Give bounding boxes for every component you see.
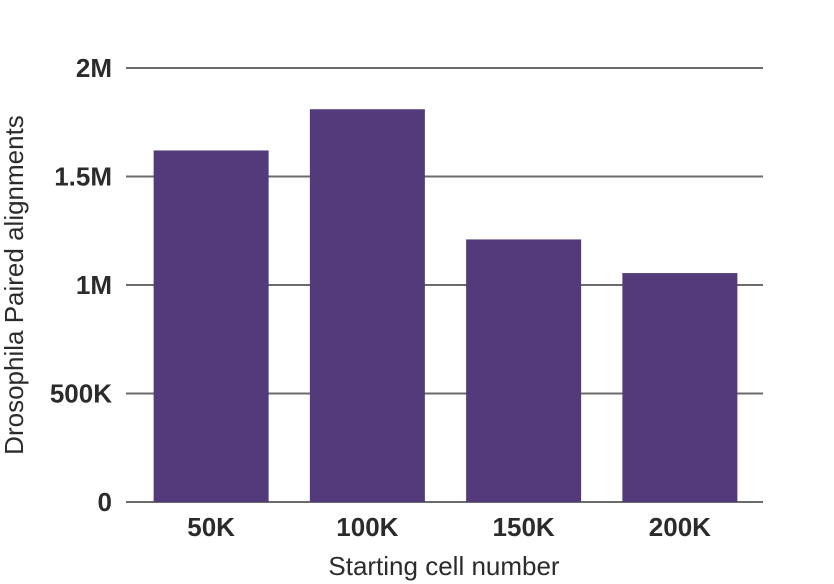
- x-tick-label: 50K: [187, 512, 235, 542]
- bar-100k: [309, 109, 425, 502]
- x-tick-label: 200K: [649, 512, 711, 542]
- x-tick-labels: 50K 100K 150K 200K: [187, 512, 711, 542]
- y-tick-labels: 0 500K 1M 1.5M 2M: [50, 53, 112, 517]
- y-tick-label: 500K: [50, 379, 112, 409]
- x-tick-label: 150K: [493, 512, 555, 542]
- x-axis-title: Starting cell number: [328, 551, 560, 581]
- y-axis-title: Drosophila Paired alignments: [0, 115, 29, 455]
- y-tick-label: 1M: [76, 270, 112, 300]
- y-tick-label: 2M: [76, 53, 112, 83]
- y-tick-label: 1.5M: [54, 162, 112, 192]
- x-tick-label: 100K: [336, 512, 398, 542]
- bar-50k: [153, 150, 269, 502]
- bar-150k: [466, 239, 582, 502]
- bar-200k: [622, 273, 738, 502]
- bars: [153, 109, 738, 502]
- y-tick-label: 0: [98, 487, 112, 517]
